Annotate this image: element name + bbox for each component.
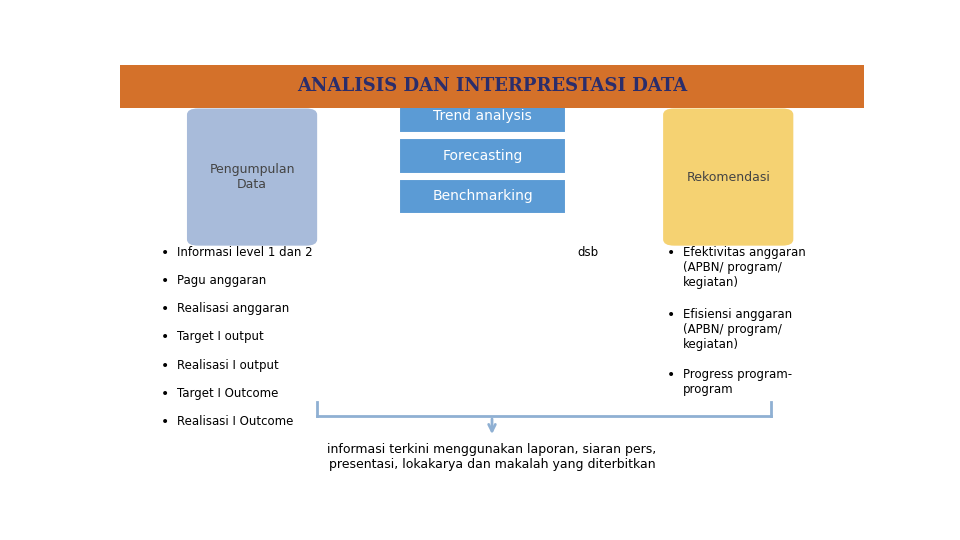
Text: ANALISIS DAN INTERPRESTASI DATA: ANALISIS DAN INTERPRESTASI DATA (297, 77, 687, 96)
Text: Efektivitas anggaran
(APBN/ program/
kegiatan): Efektivitas anggaran (APBN/ program/ keg… (684, 246, 806, 289)
Text: Benchmarking: Benchmarking (432, 190, 533, 204)
Text: Informasi level 1 dan 2: Informasi level 1 dan 2 (178, 246, 313, 259)
FancyBboxPatch shape (399, 179, 566, 214)
Text: Pengumpulan
Data: Pengumpulan Data (209, 163, 295, 191)
Text: •: • (161, 359, 169, 373)
FancyBboxPatch shape (399, 138, 566, 174)
Text: •: • (667, 308, 675, 322)
Text: Realisasi I output: Realisasi I output (178, 359, 279, 372)
Text: Trend analysis: Trend analysis (433, 109, 532, 123)
Text: •: • (161, 246, 169, 260)
Text: •: • (667, 368, 675, 382)
Text: Rekomendasi: Rekomendasi (686, 171, 770, 184)
Text: •: • (667, 246, 675, 260)
Text: Realisasi anggaran: Realisasi anggaran (178, 302, 290, 315)
Text: Progress program-
program: Progress program- program (684, 368, 792, 396)
Text: Target I output: Target I output (178, 330, 264, 343)
Text: dsb: dsb (578, 246, 599, 259)
Text: •: • (161, 387, 169, 401)
Text: •: • (161, 274, 169, 288)
Text: •: • (161, 415, 169, 429)
FancyBboxPatch shape (187, 109, 317, 246)
Text: Forecasting: Forecasting (443, 149, 523, 163)
Text: informasi terkini menggunakan laporan, siaran pers,
presentasi, lokakarya dan ma: informasi terkini menggunakan laporan, s… (327, 443, 657, 471)
Text: Efisiensi anggaran
(APBN/ program/
kegiatan): Efisiensi anggaran (APBN/ program/ kegia… (684, 308, 792, 351)
Text: •: • (161, 330, 169, 345)
Text: Realisasi I Outcome: Realisasi I Outcome (178, 415, 294, 428)
FancyBboxPatch shape (120, 65, 864, 109)
FancyBboxPatch shape (663, 109, 793, 246)
FancyBboxPatch shape (399, 98, 566, 133)
Text: •: • (161, 302, 169, 316)
Text: Target I Outcome: Target I Outcome (178, 387, 278, 400)
Text: Pagu anggaran: Pagu anggaran (178, 274, 267, 287)
